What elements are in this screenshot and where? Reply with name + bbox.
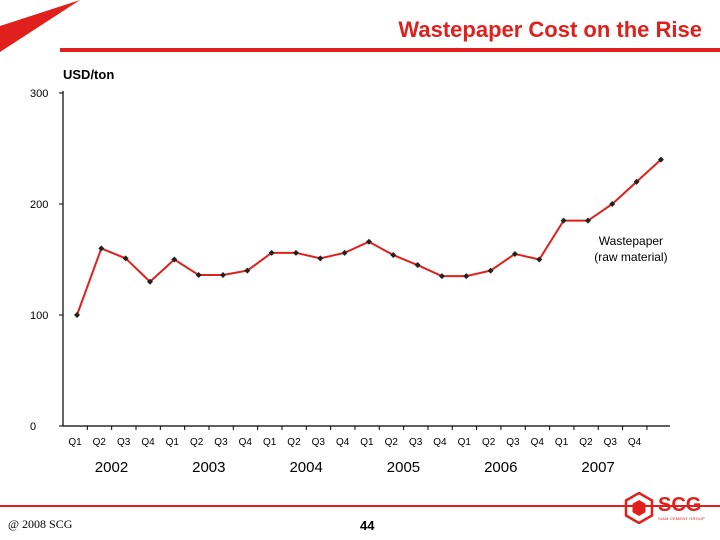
data-point bbox=[146, 278, 153, 285]
scg-emblem-icon bbox=[624, 492, 654, 524]
x-tick-label: Q1 bbox=[555, 437, 569, 448]
series-line bbox=[76, 158, 662, 316]
x-tick-label: Q1 bbox=[458, 437, 472, 448]
data-point bbox=[122, 255, 129, 262]
footer-divider bbox=[0, 505, 720, 507]
y-axis-label: USD/ton bbox=[63, 67, 114, 82]
y-tick-label: 0 bbox=[30, 421, 36, 433]
x-tick-label: Q1 bbox=[263, 437, 277, 448]
data-point bbox=[244, 267, 251, 274]
x-tick-label: Q1 bbox=[360, 437, 374, 448]
data-point bbox=[560, 217, 567, 224]
year-label: 2007 bbox=[581, 459, 614, 476]
data-point bbox=[98, 245, 105, 252]
data-point bbox=[317, 255, 324, 262]
series-label-line: Wastepaper bbox=[599, 234, 663, 248]
y-tick-label: 200 bbox=[30, 199, 48, 211]
x-tick-label: Q4 bbox=[239, 437, 253, 448]
series-group bbox=[74, 156, 664, 318]
series-label: Wastepaper (raw material) bbox=[594, 234, 667, 264]
corner-logo-shape bbox=[0, 0, 80, 52]
data-point bbox=[414, 262, 421, 269]
data-point bbox=[511, 250, 518, 257]
y-tick-label: 100 bbox=[30, 310, 48, 322]
data-point bbox=[657, 156, 664, 163]
footer-copyright: @ 2008 SCG bbox=[8, 517, 73, 531]
data-point bbox=[609, 201, 616, 207]
x-tick-label: Q2 bbox=[93, 437, 107, 448]
slide-title: Wastepaper Cost on the Rise bbox=[398, 17, 702, 42]
data-point bbox=[463, 273, 470, 280]
data-point bbox=[584, 217, 591, 224]
x-tick-label: Q2 bbox=[385, 437, 399, 448]
x-tick-label: Q3 bbox=[117, 437, 131, 448]
year-label: 2004 bbox=[289, 459, 322, 476]
chart-axes bbox=[62, 91, 670, 427]
x-tick-label: Q2 bbox=[190, 437, 204, 448]
scg-logo: SCG SIAM CEMENT GROUP bbox=[624, 488, 716, 536]
x-tick-label: Q3 bbox=[604, 437, 618, 448]
x-tick-label: Q3 bbox=[214, 437, 228, 448]
logo-subtext: SIAM CEMENT GROUP bbox=[658, 516, 705, 521]
x-tick-label: Q1 bbox=[166, 437, 180, 448]
x-tick-label: Q3 bbox=[312, 437, 326, 448]
page-number: 44 bbox=[360, 518, 375, 533]
x-tick-label: Q2 bbox=[579, 437, 593, 448]
x-tick-label: Q3 bbox=[409, 437, 423, 448]
data-point bbox=[536, 256, 543, 263]
y-axis-ticks: 0 100 200 300 bbox=[30, 88, 63, 433]
x-axis-ticks: Q1 Q2 Q3 Q4 Q1 Q2 Q3 Q4 Q1 Q2 Q3 Q4 Q1 Q2 Q3 Q4 Q1 Q2 Q3 Q4… bbox=[68, 426, 648, 448]
data-point bbox=[292, 249, 299, 256]
y-tick-label: 300 bbox=[30, 88, 48, 100]
title-divider bbox=[60, 48, 720, 52]
data-point bbox=[487, 267, 494, 274]
x-tick-label: Q4 bbox=[433, 437, 447, 448]
series-label-line: (raw material) bbox=[594, 250, 667, 264]
x-tick-label: Q1 bbox=[68, 437, 82, 448]
data-point bbox=[268, 249, 275, 256]
year-label: 2002 bbox=[95, 459, 128, 476]
data-point bbox=[633, 178, 640, 185]
x-tick-label: Q3 bbox=[506, 437, 520, 448]
x-tick-label: Q4 bbox=[336, 437, 350, 448]
x-tick-label: Q4 bbox=[141, 437, 155, 448]
year-label: 2003 bbox=[192, 459, 225, 476]
year-label: 2006 bbox=[484, 459, 517, 476]
data-point bbox=[390, 252, 397, 259]
data-point bbox=[438, 273, 445, 280]
x-tick-label: Q4 bbox=[628, 437, 642, 448]
x-tick-label: Q2 bbox=[482, 437, 496, 448]
year-label: 2005 bbox=[387, 459, 420, 476]
year-labels: 2002 2003 2004 2005 2006 2007 bbox=[95, 459, 615, 476]
data-point bbox=[365, 238, 372, 245]
x-tick-label: Q4 bbox=[531, 437, 545, 448]
data-point bbox=[195, 272, 202, 279]
data-point bbox=[171, 256, 178, 263]
logo-text: SCG bbox=[658, 494, 702, 516]
data-point bbox=[341, 249, 348, 256]
data-point bbox=[74, 312, 80, 318]
x-tick-label: Q2 bbox=[287, 437, 301, 448]
data-point bbox=[219, 272, 226, 279]
